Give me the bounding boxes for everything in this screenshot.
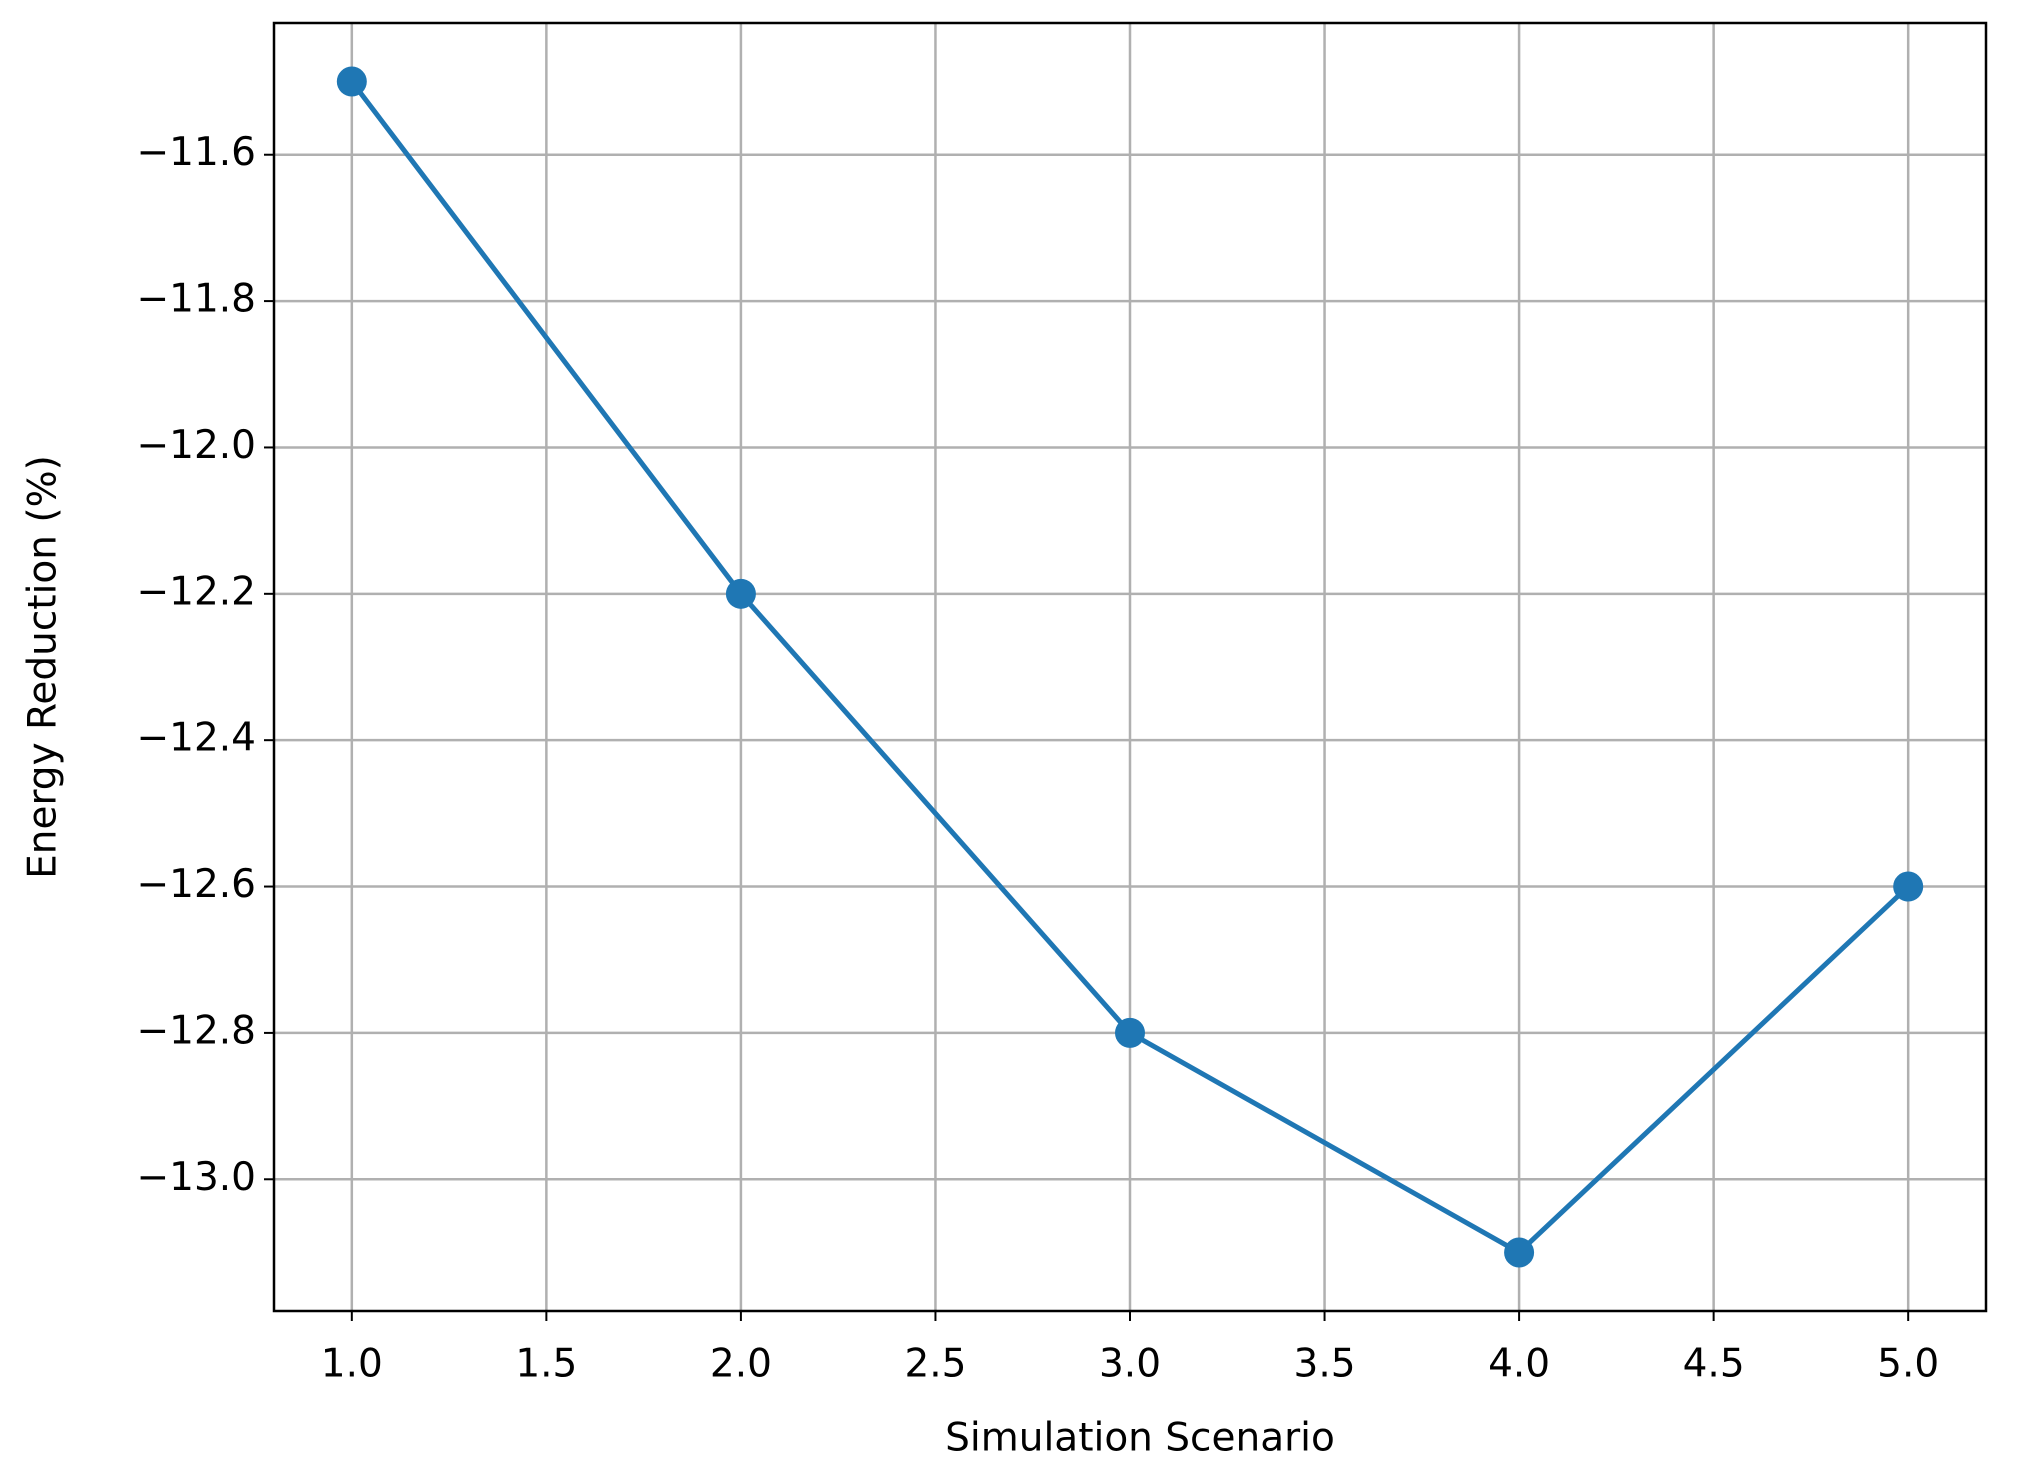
x-tick-label: 4.0 (1488, 1342, 1550, 1387)
data-point (1893, 871, 1924, 902)
x-tick-label: 5.0 (1877, 1342, 1939, 1387)
y-tick-label: −11.6 (136, 130, 256, 175)
y-tick-label: −11.8 (136, 277, 256, 322)
x-tick-label: 1.0 (321, 1342, 383, 1387)
x-tick-label: 1.5 (515, 1342, 577, 1387)
data-point (336, 66, 367, 97)
plot-frame (272, 21, 1988, 1313)
x-tick-label: 3.0 (1099, 1342, 1161, 1387)
y-tick-label: −12.2 (136, 569, 256, 614)
y-tick-label: −13.0 (136, 1155, 256, 1200)
x-tick-label: 2.0 (710, 1342, 772, 1387)
x-axis-label: Simulation Scenario (945, 1416, 1335, 1461)
y-tick-label: −12.4 (136, 716, 256, 761)
y-tick-label: −12.8 (136, 1008, 256, 1053)
y-tick-label: −12.6 (136, 862, 256, 907)
data-point (1504, 1237, 1535, 1268)
x-tick-label: 4.5 (1683, 1342, 1745, 1387)
x-tick-label: 3.5 (1294, 1342, 1356, 1387)
x-tick-label: 2.5 (904, 1342, 966, 1387)
y-axis-label: Energy Reduction (%) (21, 455, 66, 879)
data-point (725, 578, 756, 609)
data-point (1115, 1017, 1145, 1048)
y-tick-label: −12.0 (136, 423, 256, 468)
